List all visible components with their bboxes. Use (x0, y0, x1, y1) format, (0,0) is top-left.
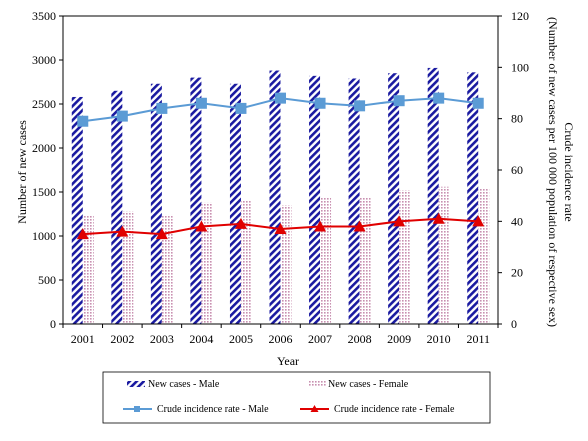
point-male-rate-2009 (393, 95, 405, 107)
x-tick-label: 2011 (466, 332, 490, 346)
point-female-rate-2007 (314, 220, 327, 232)
point-female-rate-2006 (274, 223, 287, 235)
y-tick-label: 3500 (32, 9, 56, 23)
y2-tick-label: 40 (511, 214, 523, 228)
y2-axis-title-line2: (Number of new cases per 100 000 populat… (546, 17, 560, 327)
point-female-rate-2008 (353, 220, 366, 232)
y-tick-label: 500 (38, 273, 56, 287)
bar-male-2007 (309, 75, 321, 324)
legend-swatch-male-bars (127, 381, 145, 387)
point-male-rate-2001 (77, 115, 89, 127)
y-tick-label: 1500 (32, 185, 56, 199)
point-female-rate-2011 (472, 215, 485, 227)
y2-tick-label: 120 (511, 9, 529, 23)
point-female-rate-2009 (393, 215, 406, 227)
bar-male-2008 (348, 78, 360, 324)
y2-tick-label: 0 (511, 317, 517, 331)
x-tick-label: 2006 (269, 332, 293, 346)
legend-box (102, 371, 491, 424)
x-tick-label: 2008 (348, 332, 372, 346)
bar-male-2011 (467, 72, 479, 324)
y2-axis-title-line1: Crude incidence rate (562, 122, 576, 221)
y2-tick-label: 20 (511, 266, 523, 280)
legend-label-male-line: Crude incidence rate - Male (157, 404, 269, 415)
x-tick-label: 2005 (229, 332, 253, 346)
y-tick-label: 2500 (32, 97, 56, 111)
bar-male-2001 (71, 96, 83, 325)
bar-male-2002 (111, 90, 123, 324)
x-tick-label: 2009 (387, 332, 411, 346)
bar-female-2007 (320, 197, 332, 324)
point-male-rate-2008 (354, 100, 366, 112)
point-female-rate-2003 (155, 228, 168, 240)
bar-female-2002 (122, 211, 134, 324)
y2-tick-label: 100 (511, 60, 529, 74)
point-male-rate-2007 (314, 97, 326, 109)
axes: 0 500 1000 1500 2000 2500 3000 3500 0 20 40 60 80 100… (32, 9, 529, 346)
bar-female-2009 (399, 190, 411, 324)
bar-male-2004 (190, 77, 202, 324)
y-tick-label: 3000 (32, 53, 56, 67)
legend: New cases - Male New cases - Female Crud… (102, 371, 491, 424)
point-male-rate-2003 (156, 102, 168, 114)
bar-female-2008 (359, 197, 371, 324)
bar-female-2003 (161, 214, 173, 324)
point-male-rate-2011 (472, 97, 484, 109)
bar-male-2006 (269, 70, 281, 324)
bar-female-2005 (240, 200, 252, 324)
legend-label-male-bars: New cases - Male (148, 379, 220, 390)
bar-male-2005 (229, 83, 241, 324)
bar-male-2010 (427, 67, 439, 325)
y-tick-label: 0 (50, 317, 56, 331)
bar-male-2003 (150, 83, 162, 324)
x-tick-label: 2003 (150, 332, 174, 346)
y-axis-title: Number of new cases (15, 120, 29, 224)
x-tick-label: 2010 (427, 332, 451, 346)
point-male-rate-2006 (275, 92, 286, 104)
point-female-rate-2002 (116, 225, 129, 237)
legend-swatch-female-bars (308, 381, 326, 387)
legend-label-female-line: Crude incidence rate - Female (334, 404, 455, 415)
point-male-rate-2010 (433, 92, 445, 104)
bar-female-2001 (82, 215, 94, 324)
bar-female-2010 (438, 186, 450, 324)
x-tick-label: 2007 (308, 332, 332, 346)
bar-male-2009 (388, 73, 400, 324)
x-tick-label: 2001 (71, 332, 95, 346)
legend-marker-female-line (310, 405, 319, 412)
point-male-rate-2005 (235, 102, 247, 114)
bar-female-2004 (201, 202, 213, 324)
plot-area (71, 67, 490, 325)
x-axis-title: Year (277, 354, 299, 368)
y2-tick-label: 80 (511, 112, 523, 126)
x-tick-label: 2004 (189, 332, 213, 346)
y-tick-label: 2000 (32, 141, 56, 155)
bar-female-2011 (478, 188, 490, 324)
point-male-rate-2002 (116, 110, 128, 122)
point-female-rate-2001 (76, 228, 89, 240)
point-male-rate-2004 (195, 97, 207, 109)
bar-female-2006 (280, 205, 292, 324)
y-tick-label: 1000 (32, 229, 56, 243)
legend-marker-male-line (134, 406, 140, 412)
x-tick-label: 2002 (110, 332, 134, 346)
y2-tick-label: 60 (511, 163, 523, 177)
legend-label-female-bars: New cases - Female (328, 379, 409, 390)
point-female-rate-2005 (234, 217, 247, 229)
point-female-rate-2004 (195, 220, 208, 232)
point-female-rate-2010 (432, 212, 445, 224)
